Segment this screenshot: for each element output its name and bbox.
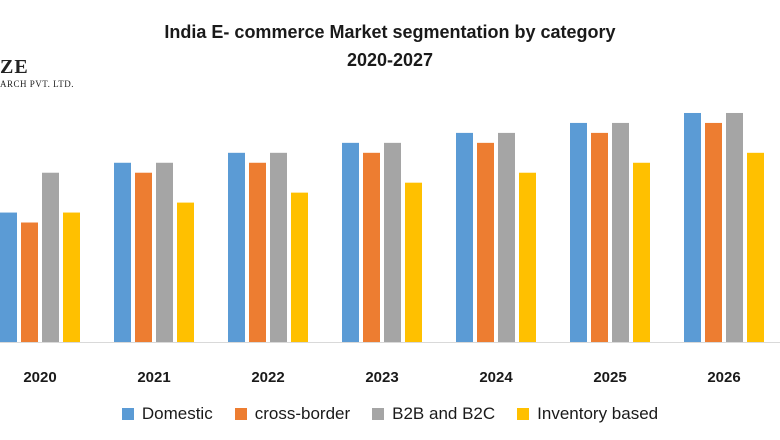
bar-2020-inventory-based bbox=[63, 212, 80, 342]
bar-2024-domestic bbox=[456, 132, 473, 342]
legend-label: B2B and B2C bbox=[392, 404, 496, 423]
chart-title: India E- commerce Market segmentation by… bbox=[0, 18, 780, 74]
x-tick-label: 2026 bbox=[707, 369, 740, 386]
bar-2025-cross-border bbox=[591, 132, 608, 342]
bar-2020-cross-border bbox=[21, 222, 38, 342]
bar-2023-cross-border bbox=[363, 152, 380, 342]
bar-2022-cross-border bbox=[249, 162, 266, 342]
bar-2022-inventory-based bbox=[291, 192, 308, 342]
bar-2024-inventory-based bbox=[519, 172, 536, 342]
bar-2024-b2b-and-b2c bbox=[498, 132, 515, 342]
x-tick-label: 2022 bbox=[251, 369, 284, 386]
bar-2022-domestic bbox=[228, 152, 245, 342]
legend-label: Domestic bbox=[141, 404, 213, 423]
bar-2023-domestic bbox=[342, 142, 359, 342]
legend-swatch bbox=[121, 408, 134, 420]
legend-swatch bbox=[372, 408, 385, 420]
x-tick-label: 2021 bbox=[137, 369, 170, 386]
legend-label: Inventory based bbox=[537, 404, 659, 423]
x-tick-label: 2020 bbox=[23, 369, 56, 386]
bar-2025-b2b-and-b2c bbox=[612, 122, 629, 342]
legend-item: cross-border bbox=[234, 404, 351, 424]
bar-2023-inventory-based bbox=[405, 182, 422, 342]
bar-2026-domestic bbox=[684, 112, 701, 342]
bar-2025-inventory-based bbox=[633, 162, 650, 342]
chart-subtitle: 2020-2027 bbox=[346, 50, 434, 70]
x-tick-label: 2023 bbox=[365, 369, 398, 386]
watermark-line-1: ZE bbox=[0, 56, 29, 78]
bar-2021-cross-border bbox=[135, 172, 152, 342]
legend-item: B2B and B2C bbox=[372, 404, 495, 424]
bar-2021-b2b-and-b2c bbox=[156, 162, 173, 342]
legend-swatch bbox=[517, 408, 530, 420]
bar-2024-cross-border bbox=[477, 142, 494, 342]
legend-label: cross-border bbox=[254, 404, 351, 423]
bar-2021-domestic bbox=[114, 162, 131, 342]
x-tick-label: 2025 bbox=[593, 369, 626, 386]
legend-item: Domestic bbox=[121, 404, 213, 424]
bar-2021-inventory-based bbox=[177, 202, 194, 342]
legend-swatch bbox=[234, 408, 247, 420]
bar-2020-b2b-and-b2c bbox=[42, 172, 59, 342]
x-tick-label: 2024 bbox=[479, 369, 513, 386]
bar-2025-domestic bbox=[570, 122, 587, 342]
chart-legend: Domestic cross-border B2B and B2C Inventory… bbox=[0, 404, 780, 424]
bar-2022-b2b-and-b2c bbox=[270, 152, 287, 342]
bar-2026-b2b-and-b2c bbox=[726, 112, 743, 342]
chart-title-text: India E- commerce Market segmentation by… bbox=[164, 22, 616, 42]
bar-2026-inventory-based bbox=[747, 152, 764, 342]
company-watermark: ZE ARCH PVT. LTD. bbox=[0, 56, 110, 90]
bar-2023-b2b-and-b2c bbox=[384, 142, 401, 342]
legend-item: Inventory based bbox=[517, 404, 658, 424]
bar-2026-cross-border bbox=[705, 122, 722, 342]
watermark-line-2: ARCH PVT. LTD. bbox=[0, 79, 75, 89]
bar-2020-domestic bbox=[0, 212, 17, 342]
